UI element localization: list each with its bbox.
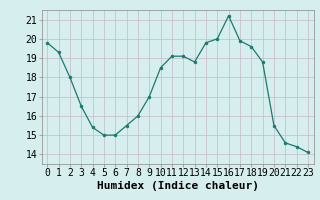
- X-axis label: Humidex (Indice chaleur): Humidex (Indice chaleur): [97, 181, 259, 191]
